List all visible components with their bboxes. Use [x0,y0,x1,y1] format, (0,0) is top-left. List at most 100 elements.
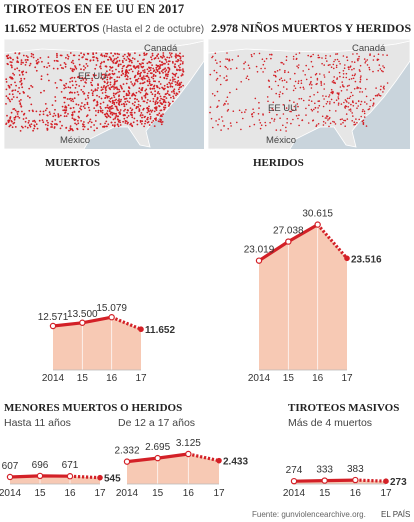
map-incident-point [225,100,227,102]
map-incident-point [126,94,129,97]
map-incident-point [165,97,168,99]
map-incident-point [128,101,131,103]
map-incident-point [251,115,254,118]
map-incident-point [157,101,159,104]
map-incident-point [54,114,57,117]
map-incident-point [111,124,114,127]
map-incident-point [324,122,327,124]
map-incident-point [108,69,111,71]
map-title-ninos: 2.978 NIÑOS MUERTOS Y HERIDOS [211,21,411,36]
map-incident-point [118,98,120,100]
map-incident-point [111,99,114,102]
map-incident-point [325,95,327,98]
map-incident-point [132,65,135,68]
map-incident-point [53,59,56,62]
map-incident-point [5,78,8,81]
map-incident-point [44,123,47,126]
map-incident-point [131,94,133,97]
map-incident-point [65,115,68,117]
map-incident-point [28,120,30,122]
map-incident-point [276,70,279,72]
map-incident-point [147,108,150,110]
map-incident-point [84,67,87,69]
map-incident-point [351,61,353,63]
map-incident-point [293,101,295,103]
map-incident-point [182,68,184,70]
map-incident-point [133,117,136,120]
map-points-ninos [209,52,389,132]
map-incident-point [16,96,18,99]
data-label: 15.079 [96,303,127,314]
map-incident-point [54,100,57,102]
map-incident-point [290,122,292,125]
map-incident-point [87,122,90,124]
map-incident-point [115,86,118,89]
map-incident-point [224,65,226,68]
map-incident-point [168,103,171,106]
map-incident-point [14,52,17,54]
map-incident-point [97,109,100,112]
data-point [344,255,350,262]
map-incident-point [168,67,171,70]
map-incident-point [112,101,114,104]
map-incident-point [137,70,140,72]
map-incident-point [133,58,136,60]
map-incident-point [136,80,139,83]
map-incident-point [339,75,341,78]
map-incident-point [34,121,37,123]
map-incident-point [317,100,319,102]
data-label: 3.125 [176,438,201,449]
map-incident-point [105,116,108,118]
map-incident-point [22,118,25,120]
map-incident-point [182,84,185,87]
data-label: 13.500 [67,309,98,320]
map-incident-point [127,72,130,74]
map-incident-point [9,61,12,63]
map-incident-point [18,92,21,95]
map-incident-point [178,86,181,89]
map-incident-point [328,71,330,73]
map-incident-point [149,87,152,90]
map-incident-point [285,55,288,58]
map-incident-point [97,111,100,114]
map-incident-point [307,54,309,57]
map-incident-point [154,101,157,104]
map-incident-point [360,100,363,103]
map-incident-point [74,87,77,89]
map-incident-point [367,108,370,111]
map-incident-point [118,119,121,122]
map-incident-point [99,102,102,105]
map-incident-point [12,72,14,75]
map-incident-point [81,102,83,104]
map-incident-point [310,108,313,111]
map-incident-point [113,86,115,88]
map-incident-point [278,78,281,81]
map-incident-point [252,108,254,110]
map-incident-point [151,87,154,90]
map-incident-point [212,55,214,58]
map-incident-point [18,74,21,76]
map-incident-point [16,113,19,115]
data-point [138,326,144,333]
map-incident-point [146,118,149,121]
map-incident-point [372,104,374,107]
map-incident-point [323,64,325,66]
map-incident-point [54,123,56,125]
map-incident-point [329,117,331,119]
map-incident-point [123,57,126,60]
map-incident-point [209,73,212,76]
map-incident-point [12,96,15,98]
map-incident-point [216,90,219,93]
map-incident-point [75,103,78,106]
map-incident-point [292,109,294,111]
map-incident-point [71,76,73,79]
map-incident-point [122,55,125,58]
map-ninos: Canadá EE UU México [208,39,410,149]
map-incident-point [101,111,104,114]
map-incident-point [175,94,177,97]
map-incident-point [144,96,147,99]
map-incident-point [313,108,315,111]
map-incident-point [161,86,164,89]
map-incident-point [142,82,145,84]
series-line-partial [111,315,142,331]
